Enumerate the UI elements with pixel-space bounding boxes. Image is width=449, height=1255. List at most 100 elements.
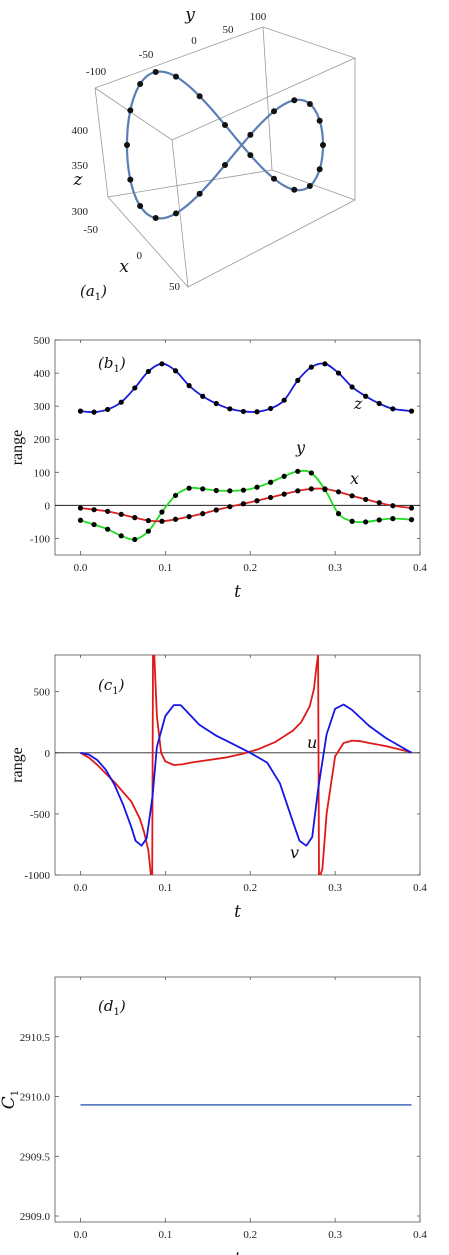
x-axis-label: x xyxy=(119,257,129,277)
data-point-x xyxy=(105,508,111,514)
data-point-z xyxy=(390,406,396,412)
data-point-y xyxy=(213,487,219,494)
trajectory-point xyxy=(316,166,323,173)
trajectory-point xyxy=(127,176,134,183)
y-tick-label: -1000 xyxy=(24,870,50,882)
data-point-z xyxy=(295,377,301,383)
data-point-x xyxy=(408,505,415,511)
y-axis-label: range xyxy=(9,430,26,466)
data-point-x xyxy=(240,501,247,507)
data-point-z xyxy=(213,400,219,407)
trajectory-point xyxy=(196,190,203,197)
trajectory-point xyxy=(222,122,228,128)
chart-b1-xyz-range: 0.0 0.1 0.2 0.3 0.4 -100 0 100 200 300 400 500 t rang… xyxy=(9,335,427,602)
data-point-x xyxy=(77,505,84,511)
series-label-x: x xyxy=(350,469,359,488)
trajectory-point xyxy=(247,152,254,159)
x-tick-label: 0.1 xyxy=(158,882,172,894)
y-tick-label: 300 xyxy=(34,401,51,413)
data-point-y xyxy=(408,517,415,523)
series-label-y: y xyxy=(295,438,306,457)
data-point-z xyxy=(408,408,415,414)
data-point-y xyxy=(240,487,247,493)
data-point-x xyxy=(186,514,192,520)
y-tick-label: 200 xyxy=(34,434,51,446)
data-point-x xyxy=(308,486,314,492)
data-point-x xyxy=(349,493,355,499)
data-point-z xyxy=(308,364,314,370)
trajectory-point xyxy=(173,73,179,80)
y-axis-label: range xyxy=(9,747,26,783)
y-tick-label: 2909.5 xyxy=(20,1151,51,1163)
data-point-y xyxy=(227,488,233,494)
trajectory-point xyxy=(291,186,298,193)
data-point-y xyxy=(91,521,97,528)
data-point-y xyxy=(281,473,287,479)
data-point-y xyxy=(376,517,382,523)
trajectory-curve xyxy=(125,70,325,220)
data-point-y xyxy=(200,486,206,492)
data-point-y xyxy=(254,484,260,490)
data-point-z xyxy=(105,406,111,413)
panel-label-b1: (b1) xyxy=(98,354,126,375)
x-tick-label: 50 xyxy=(169,281,181,293)
axis-ticks-3d: -100 -50 0 50 100 y 300 350 400 z -50 0 50 x xyxy=(72,5,267,293)
data-point-z xyxy=(268,405,274,412)
data-point-y xyxy=(132,536,138,543)
data-point-y xyxy=(295,468,301,474)
plot-frame xyxy=(54,976,421,1223)
y-tick-label: 2910.0 xyxy=(20,1092,51,1104)
y-tick-label: 0 xyxy=(45,748,51,760)
y-tick-label: 100 xyxy=(250,11,267,23)
trajectory-point xyxy=(152,215,159,222)
series-group xyxy=(77,361,415,543)
data-point-y xyxy=(77,517,84,523)
data-point-z xyxy=(132,385,138,391)
series-label-v: v xyxy=(290,843,299,862)
data-point-x xyxy=(159,518,165,524)
data-point-z xyxy=(322,361,328,367)
data-point-z xyxy=(200,393,206,399)
trajectory-point xyxy=(173,210,179,217)
trajectory-point xyxy=(271,108,277,115)
series-group xyxy=(80,655,412,875)
trajectory-point xyxy=(222,162,228,168)
y-tick-label: 2909.0 xyxy=(20,1211,51,1223)
trajectory-point xyxy=(306,100,313,107)
z-tick-label: 350 xyxy=(72,160,89,172)
trajectory-points xyxy=(124,68,326,222)
series-label-z: z xyxy=(353,394,363,413)
data-point-y xyxy=(363,519,369,525)
x-tick-label: 0.1 xyxy=(158,562,172,574)
y-tick-label: 0 xyxy=(45,500,51,512)
data-point-z xyxy=(349,384,355,390)
z-tick-label: 300 xyxy=(72,206,89,218)
y-tick-label: 50 xyxy=(223,24,235,36)
data-point-y xyxy=(186,485,192,491)
series-label-u: u xyxy=(307,733,317,752)
data-point-z xyxy=(227,406,233,412)
data-point-y xyxy=(268,479,274,485)
series-line-v xyxy=(80,703,412,847)
axes: 0.0 0.1 0.2 0.3 0.4 -100 0 100 200 300 400 500 t rang… xyxy=(9,335,427,602)
data-point-z xyxy=(376,400,382,407)
x-tick-label: 0.4 xyxy=(413,1229,427,1241)
x-axis-label: t xyxy=(234,582,241,602)
x-tick-label: 0.0 xyxy=(74,882,88,894)
trajectory-point xyxy=(291,97,298,104)
x-tick-label: 0.0 xyxy=(74,1229,88,1241)
z-axis-label: z xyxy=(73,170,84,190)
data-point-x xyxy=(376,500,382,506)
data-point-x xyxy=(227,504,233,510)
data-point-x xyxy=(268,494,274,501)
x-tick-label: 0.4 xyxy=(413,882,427,894)
y-tick-label: 0 xyxy=(191,35,197,47)
data-point-z xyxy=(254,409,260,415)
x-tick-label: 0.0 xyxy=(74,562,88,574)
data-point-x xyxy=(335,489,342,495)
x-tick-label: 0.1 xyxy=(158,1229,172,1241)
x-tick-label: 0.3 xyxy=(328,562,342,574)
trajectory-point xyxy=(196,93,203,100)
trajectory-point xyxy=(124,142,130,148)
data-point-x xyxy=(213,507,219,513)
